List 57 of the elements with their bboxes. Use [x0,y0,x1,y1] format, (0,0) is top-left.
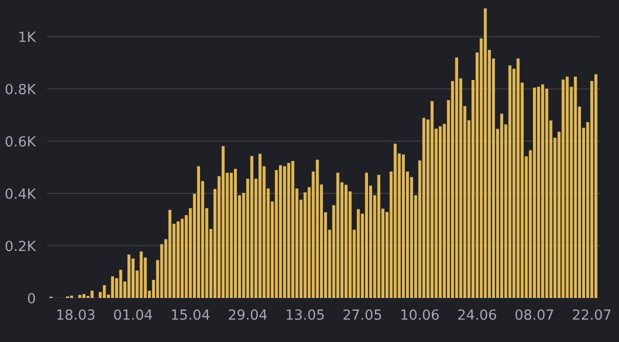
bar [283,166,286,298]
x-tick-label: 29.04 [228,309,267,320]
bar [111,276,114,298]
bar [516,58,520,298]
bar [541,84,544,298]
bar [422,118,426,298]
bar [291,161,294,298]
bar [500,114,504,298]
x-tick-label: 15.04 [172,309,210,320]
bar [82,294,86,298]
x-tick-label: 01.04 [114,309,152,320]
bar [336,172,340,298]
bar [402,154,405,298]
bar [230,172,233,298]
y-tick-label: 0.6K [6,136,36,147]
bar [562,79,565,298]
bar [127,254,130,298]
bar [180,218,184,298]
x-tick-label: 18.03 [57,309,94,320]
bar [90,290,94,298]
x-tick-label: 13.05 [286,309,324,320]
bar [344,184,348,298]
bar [394,144,397,298]
y-tick-label: 0.8K [6,84,36,94]
bar [316,160,319,298]
bar [365,172,368,298]
bar [197,166,200,298]
bar [430,101,434,298]
x-tick-label: 10.06 [401,309,439,320]
bar [594,74,598,298]
bar [532,88,536,298]
bar [377,174,380,298]
y-tick-label: 0.4K [6,188,36,199]
bar [537,86,540,298]
y-tick-label: 0 [28,292,35,304]
bar [484,8,487,298]
bar [258,154,262,298]
bar [455,58,458,298]
x-tick-label: 22.07 [572,309,610,320]
bar [250,156,254,298]
bar [132,258,134,298]
bar [574,76,577,298]
x-tick-label: 24.06 [458,309,496,320]
bar [140,251,143,298]
bar [287,162,290,298]
x-tick-label: 08.07 [515,309,554,320]
bar [356,209,360,298]
y-tick-label: 0.2K [6,240,36,252]
bar [176,221,180,298]
bar [102,285,106,298]
bar [508,65,512,298]
bar [222,146,225,298]
bar [279,165,282,298]
y-tick-label: 1K [19,32,36,42]
x-tick-label: 27.05 [344,309,382,320]
bar [168,210,172,298]
bar [234,168,237,298]
